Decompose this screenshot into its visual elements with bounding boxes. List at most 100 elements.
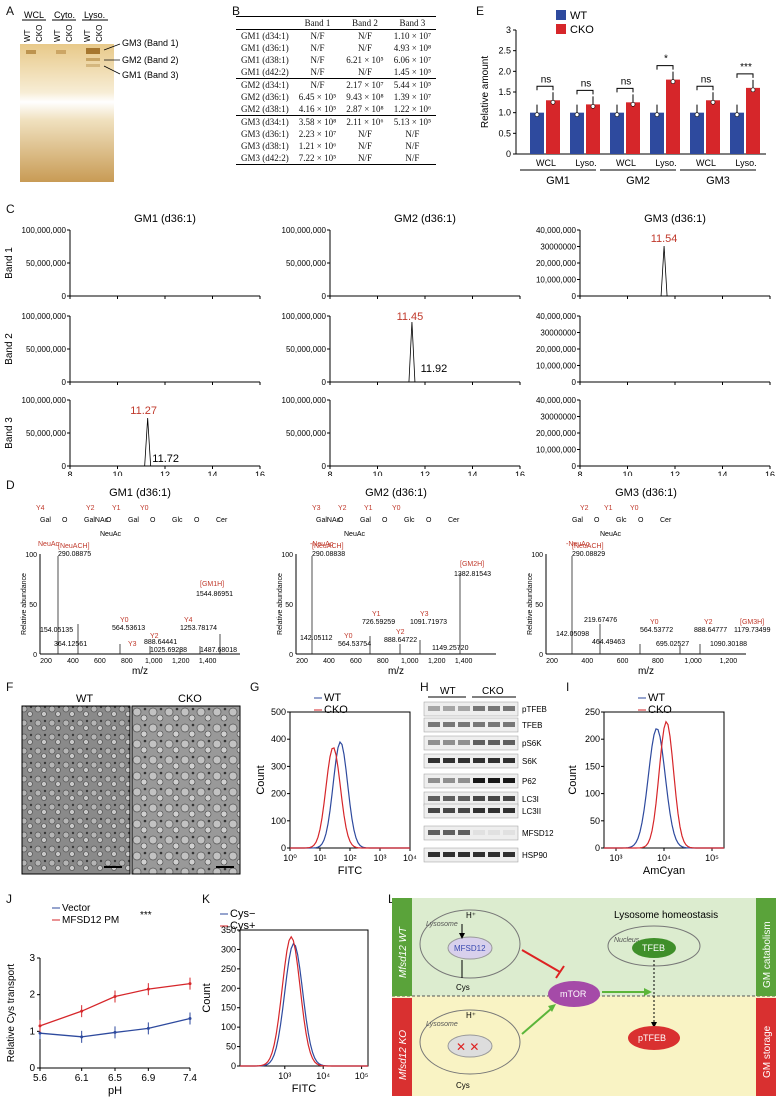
blot-band bbox=[458, 778, 470, 783]
blot-strip bbox=[423, 717, 519, 733]
blot-strip bbox=[423, 803, 519, 819]
data-point bbox=[574, 112, 580, 117]
blot-band bbox=[458, 758, 470, 763]
table-row: GM1 (d42:2) N/F N/F 1.45 × 10⁵ bbox=[236, 66, 436, 79]
panel-label-i: I bbox=[566, 680, 570, 694]
peak-annot: [GM2H] bbox=[460, 561, 484, 568]
svg-text:GM catabolism: GM catabolism bbox=[762, 921, 773, 988]
em-label-cko: CKO bbox=[178, 693, 202, 705]
y-tick-label: 0 bbox=[62, 378, 67, 387]
table-cell: 3.58 × 10⁸ bbox=[293, 115, 342, 128]
bar bbox=[730, 112, 744, 154]
x-tick-label: Lyso. bbox=[575, 158, 596, 168]
blot-band bbox=[488, 808, 500, 813]
y-tick-label: 3 bbox=[506, 25, 511, 35]
table-row: GM3 (d42:2) 7.22 × 10⁵ N/F N/F bbox=[236, 152, 437, 165]
x-axis-label: m/z bbox=[638, 666, 654, 677]
table-cell: N/F bbox=[310, 31, 325, 41]
data-point bbox=[710, 99, 716, 105]
peak-annot: Y2 bbox=[150, 633, 159, 640]
blot-band bbox=[473, 740, 485, 745]
svg-text:H⁺: H⁺ bbox=[466, 1011, 476, 1020]
table-cell: 4.16 × 10⁵ bbox=[298, 104, 337, 114]
peak-annot: Y3 bbox=[128, 641, 137, 648]
legend-cko: CKO bbox=[570, 24, 594, 36]
data-point bbox=[750, 87, 756, 93]
y-axis-label: Count bbox=[567, 765, 579, 794]
blot-band bbox=[443, 796, 455, 801]
x-tick-label: 14 bbox=[717, 470, 727, 476]
data-point bbox=[188, 1017, 192, 1020]
table-cell: 4.93 × 10⁸ bbox=[393, 43, 432, 53]
glycan-residue: Gal bbox=[360, 517, 371, 524]
x-axis-label: pH bbox=[108, 1085, 122, 1097]
y-tick-label: 50 bbox=[29, 602, 37, 609]
chrom-peak bbox=[330, 321, 520, 383]
glycan-residue: Gal bbox=[40, 517, 51, 524]
svg-text:GM storage: GM storage bbox=[762, 1025, 773, 1078]
peak-annot: 1025.69238 bbox=[150, 647, 187, 654]
table-row: GM3 (d36:1) 2.23 × 10⁷ N/F N/F bbox=[236, 128, 436, 140]
x-tick-label: 10 bbox=[112, 470, 122, 476]
x-tick-label: 8 bbox=[67, 470, 72, 476]
blot-band bbox=[428, 778, 440, 783]
x-tick-label: WCL bbox=[616, 158, 636, 168]
legend-item: Cys− bbox=[230, 908, 255, 920]
blot-band bbox=[458, 796, 470, 801]
x-tick-label: 1,000 bbox=[401, 658, 419, 665]
blot-band bbox=[488, 852, 500, 857]
x-tick-label: 1,200 bbox=[720, 658, 738, 665]
y-tick-label: 20,000,000 bbox=[536, 345, 577, 354]
x-tick-label: 1,000 bbox=[684, 658, 702, 665]
panel-label-f: F bbox=[6, 680, 14, 694]
panel-h: WT CKO pTFEB TFEB pS6K S6K P62 LC3I LC3II MFSD12 H… bbox=[420, 684, 566, 884]
peak-annot: Y3 bbox=[420, 611, 429, 618]
y-tick-label: 0 bbox=[572, 378, 577, 387]
group-label: GM1 bbox=[546, 175, 570, 187]
blot-band bbox=[473, 852, 485, 857]
fragment-label: Y2 bbox=[338, 505, 347, 512]
table-cell: 1.10 × 10⁷ bbox=[393, 31, 432, 41]
x-tick-label: 400 bbox=[581, 658, 593, 665]
blot-label: MFSD12 bbox=[522, 829, 554, 838]
row-label: Band 3 bbox=[4, 417, 15, 449]
data-point bbox=[614, 112, 620, 117]
bar bbox=[586, 104, 600, 154]
data-point bbox=[734, 112, 740, 117]
peak-annot: 1149.25720 bbox=[432, 645, 469, 652]
significance: * bbox=[664, 54, 668, 65]
blot-label: P62 bbox=[522, 777, 537, 786]
glycan-residue: O bbox=[150, 517, 156, 524]
bar bbox=[530, 112, 544, 154]
blot-label: pS6K bbox=[522, 739, 542, 748]
x-axis-label: FITC bbox=[338, 865, 362, 877]
blot-band bbox=[443, 808, 455, 813]
significance: ns bbox=[701, 74, 712, 85]
peak-annot: 364.12561 bbox=[54, 641, 87, 648]
y-tick-label: 250 bbox=[585, 707, 600, 717]
legend-item: WT bbox=[648, 692, 665, 704]
y-tick-label: 0 bbox=[289, 652, 293, 659]
y-tick-label: 40,000,000 bbox=[536, 312, 577, 321]
x-tick-label: 600 bbox=[617, 658, 629, 665]
peak-annot: 1544.86951 bbox=[196, 591, 233, 598]
y-tick-label: 40,000,000 bbox=[536, 226, 577, 235]
blot-group-cko: CKO bbox=[482, 686, 504, 697]
peak-label: 11.54 bbox=[651, 233, 678, 245]
y-axis-label: Count bbox=[255, 765, 267, 794]
sig-bracket bbox=[616, 87, 634, 93]
histogram-curve bbox=[289, 747, 410, 849]
y-tick-label: 100 bbox=[531, 552, 543, 559]
peak-annot: 1253.78174 bbox=[180, 625, 217, 632]
y-tick-label: 100,000,000 bbox=[282, 226, 327, 235]
band-gm2: GM2 (Band 2) bbox=[122, 55, 179, 65]
peak-annot: 888.64777 bbox=[694, 627, 727, 634]
legend-item: MFSD12 PM bbox=[62, 915, 119, 926]
glycan-residue: O bbox=[194, 517, 200, 524]
blot-band bbox=[488, 758, 500, 763]
y-tick-label: 50 bbox=[535, 602, 543, 609]
blot-band bbox=[443, 758, 455, 763]
glycan-residue: O bbox=[426, 517, 432, 524]
peak-annot: Y1 bbox=[372, 611, 381, 618]
table-cell: N/F bbox=[310, 55, 325, 65]
